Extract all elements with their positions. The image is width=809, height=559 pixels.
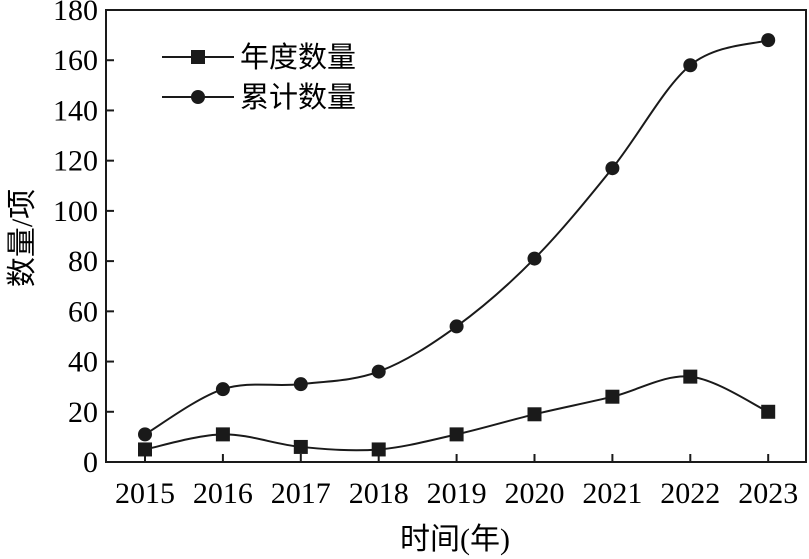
data-point-circle — [449, 319, 464, 334]
data-point-circle — [293, 377, 308, 392]
x-axis-title: 时间(年) — [400, 523, 510, 556]
x-tick-label: 2019 — [427, 477, 487, 510]
x-tick-label: 2020 — [505, 477, 565, 510]
data-point-circle — [605, 161, 620, 176]
y-tick-label: 20 — [68, 396, 98, 429]
series-2 — [138, 33, 776, 442]
y-tick-label: 160 — [53, 44, 98, 77]
y-tick-label: 140 — [53, 94, 98, 127]
legend-entry-1: 年度数量 — [162, 41, 356, 74]
data-point-square — [215, 427, 230, 442]
y-tick-label: 80 — [68, 245, 98, 278]
data-point-circle — [683, 58, 698, 73]
y-tick-label: 100 — [53, 195, 98, 228]
data-point-square — [605, 389, 620, 404]
y-axis-title: 数量/项 — [6, 189, 39, 287]
data-point-square — [293, 439, 308, 454]
legend-circle-marker — [191, 90, 205, 104]
series-layer — [138, 33, 776, 457]
x-tick-label: 2016 — [193, 477, 253, 510]
axes: 0 20 40 60 80 100 120 140 160 180 2015 2016 2017 2018… — [53, 0, 807, 510]
legend-label: 累计数量 — [240, 81, 356, 114]
data-point-square — [138, 442, 152, 457]
x-tick-label: 2022 — [660, 477, 720, 510]
data-point-square — [683, 369, 698, 384]
data-point-square — [761, 404, 776, 419]
x-tick-label: 2018 — [349, 477, 409, 510]
series-1 — [138, 369, 776, 457]
y-tick-label: 120 — [53, 145, 98, 178]
x-tick-label: 2023 — [738, 477, 798, 510]
data-point-square — [449, 427, 464, 442]
data-point-square — [371, 442, 386, 457]
y-tick-label: 40 — [68, 346, 98, 379]
legend-entry-2: 累计数量 — [162, 81, 356, 114]
data-point-circle — [527, 251, 542, 266]
x-tick-label: 2015 — [115, 477, 175, 510]
data-point-square — [527, 407, 542, 422]
y-tick-label: 180 — [53, 0, 98, 27]
series-line — [144, 39, 769, 436]
data-point-circle — [138, 427, 152, 442]
x-tick-label: 2021 — [582, 477, 642, 510]
data-point-circle — [215, 382, 230, 397]
data-point-circle — [761, 33, 776, 48]
legend-square-marker — [191, 50, 205, 64]
y-tick-label: 0 — [83, 446, 98, 479]
x-tick-label: 2017 — [271, 477, 331, 510]
y-tick-label: 60 — [68, 295, 98, 328]
legend-label: 年度数量 — [240, 41, 356, 74]
data-point-circle — [371, 364, 386, 379]
